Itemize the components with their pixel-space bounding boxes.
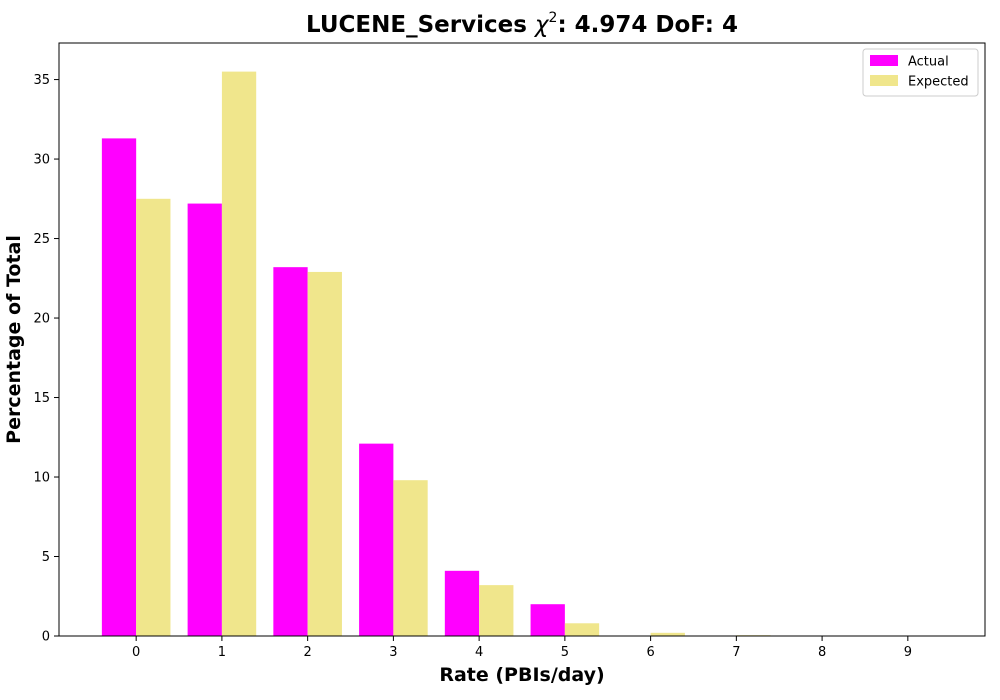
x-tick-label: 2: [304, 645, 312, 660]
x-tick-label: 8: [818, 645, 826, 660]
legend-label-actual: Actual: [908, 55, 949, 70]
bar-expected-6: [650, 632, 685, 636]
x-axis-label: Rate (PBIs/day): [439, 664, 604, 686]
x-tick-label: 6: [646, 645, 654, 660]
legend-swatch-actual: [870, 55, 898, 66]
bar-actual-5: [530, 604, 565, 636]
bar-expected-2: [307, 271, 342, 636]
x-tick-label: 9: [904, 645, 912, 660]
y-tick-label: 10: [33, 471, 50, 486]
x-tick-label: 1: [218, 645, 226, 660]
legend-label-expected: Expected: [908, 75, 969, 90]
y-tick-label: 20: [33, 312, 50, 327]
bar-expected-0: [136, 198, 171, 636]
bar-expected-5: [564, 623, 600, 636]
legend-swatch-expected: [870, 75, 898, 86]
x-tick-label: 7: [732, 645, 740, 660]
x-tick-label: 5: [561, 645, 569, 660]
bar-actual-2: [273, 267, 308, 636]
y-tick-label: 35: [33, 73, 50, 88]
y-tick-label: 0: [42, 630, 50, 645]
y-axis: 0 5 10 15 20 25 30 35: [33, 73, 59, 645]
bar-actual-0: [101, 138, 137, 636]
bar-actual-1: [187, 203, 222, 636]
plot-area: [101, 71, 857, 636]
x-tick-label: 3: [389, 645, 397, 660]
chart-title-superscript: 2: [549, 10, 558, 26]
bar-actual-4: [444, 570, 480, 636]
x-tick-label: 4: [475, 645, 483, 660]
plot-frame: [58, 42, 986, 637]
y-tick-label: 15: [33, 391, 50, 406]
x-tick-label: 0: [132, 645, 140, 660]
chart-title-symbol: χ: [533, 12, 550, 38]
chart-title-prefix: LUCENE_Services: [306, 12, 535, 38]
y-tick-label: 30: [33, 153, 50, 168]
legend: Actual Expected: [862, 48, 979, 97]
y-axis-label: Percentage of Total: [3, 235, 25, 444]
x-axis: 0 1 2 3 4 5 6 7 8 9: [132, 636, 912, 660]
bar-expected-1: [221, 71, 257, 636]
bar-expected-4: [479, 585, 514, 636]
y-tick-label: 5: [42, 550, 50, 565]
bar-expected-3: [393, 480, 428, 636]
y-tick-label: 25: [33, 232, 50, 247]
bar-actual-3: [359, 443, 394, 636]
chart-title-suffix: : 4.974 DoF: 4: [557, 12, 738, 38]
chart-title: LUCENE_Services χ2: 4.974 DoF: 4: [306, 10, 738, 38]
